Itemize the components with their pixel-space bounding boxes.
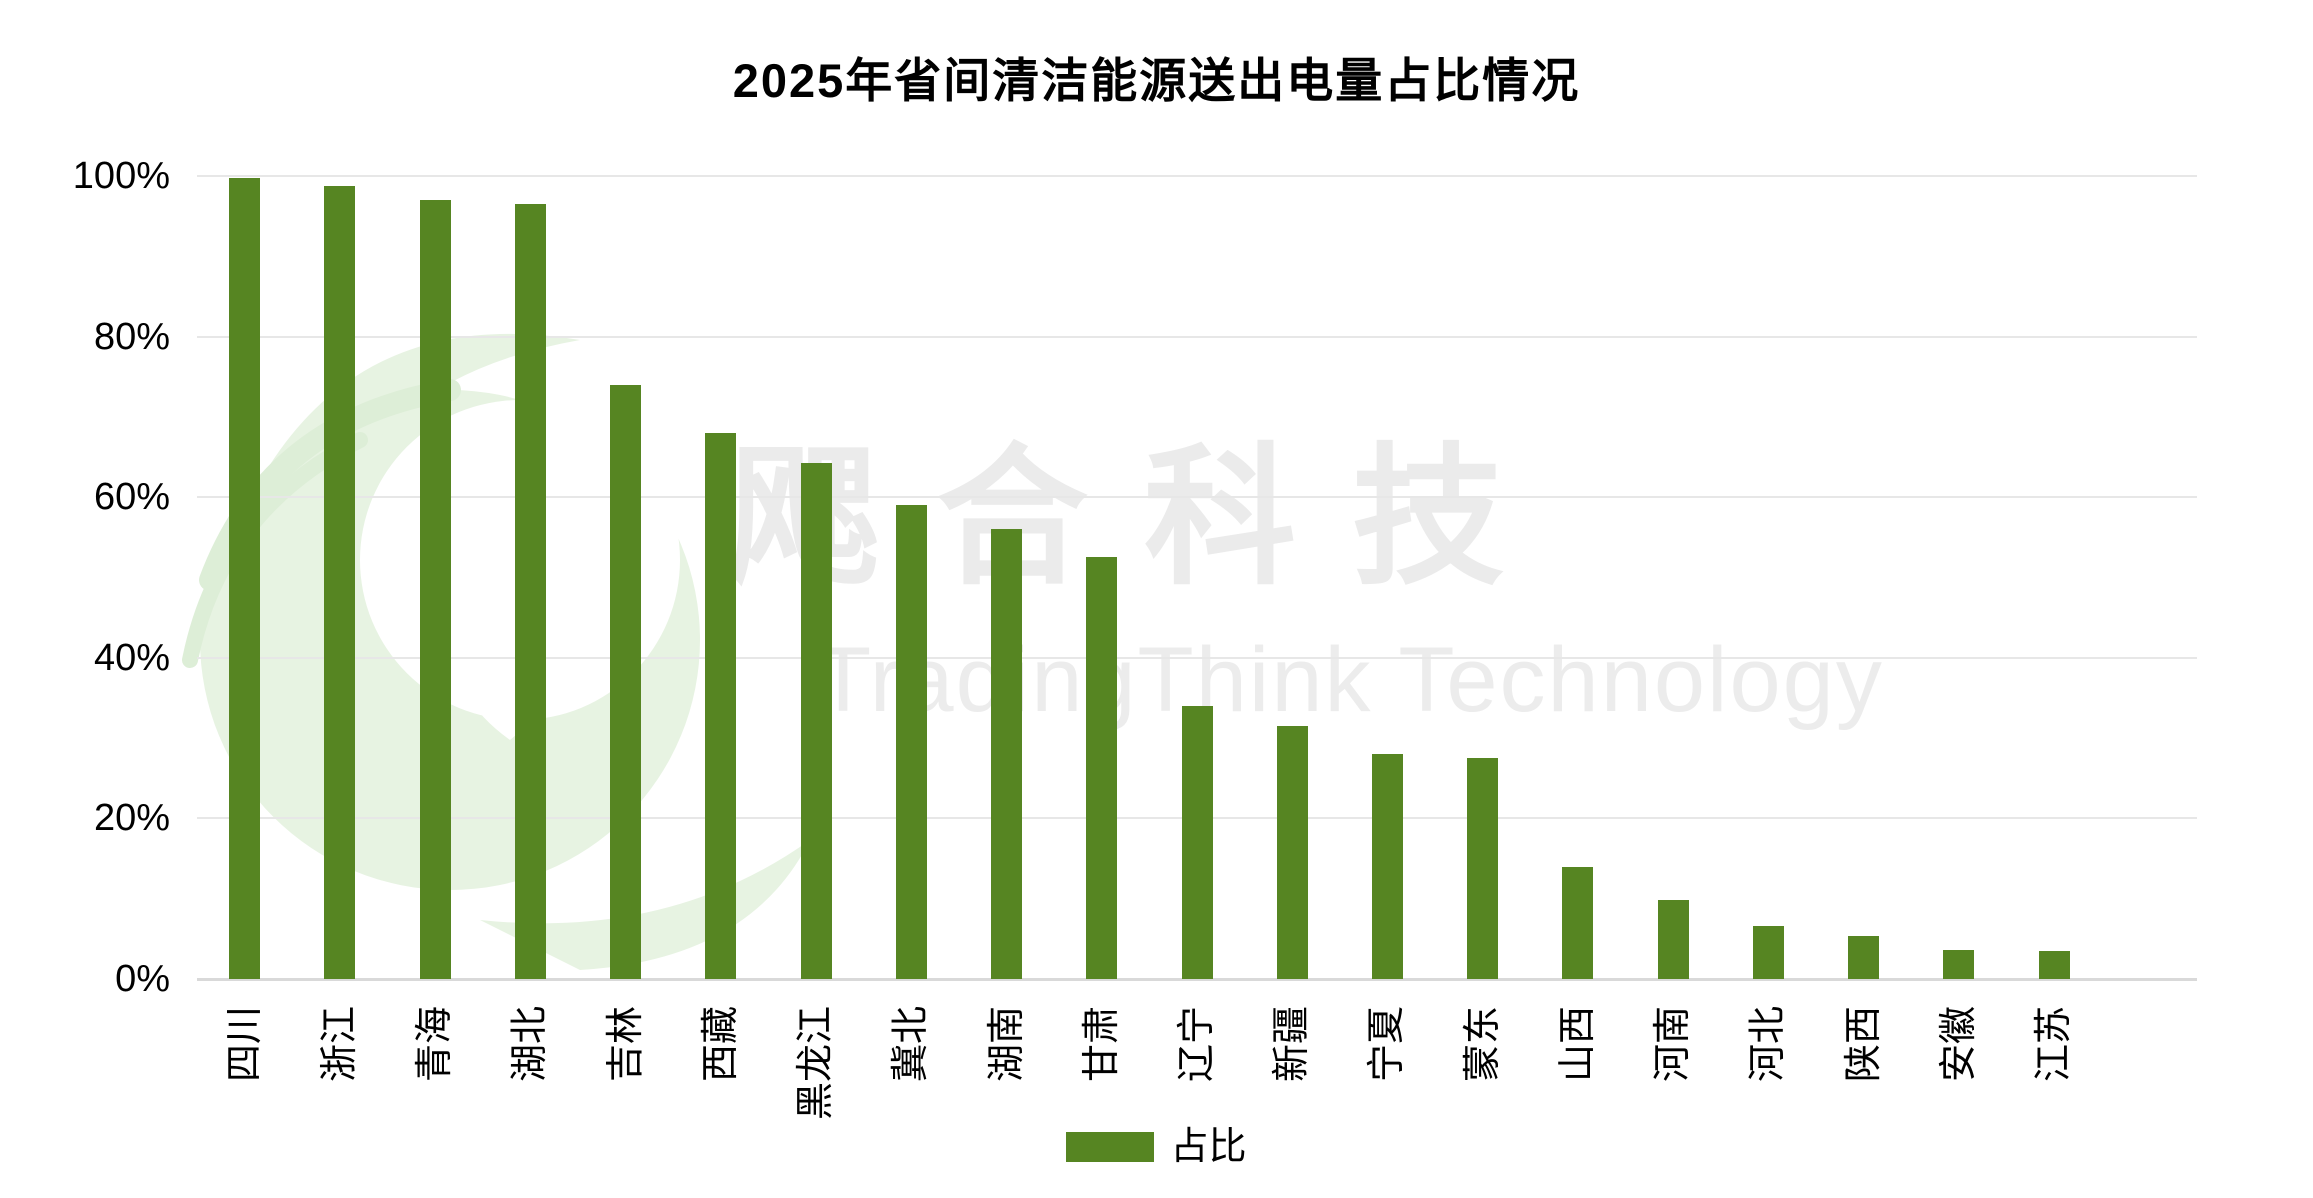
x-tick-label-江苏: 江苏	[2033, 1006, 2076, 1083]
bar-新疆	[1276, 726, 1308, 979]
x-tick-label-湖南: 湖南	[985, 1006, 1028, 1083]
plot-area	[197, 175, 2197, 981]
x-tick-label-新疆: 新疆	[1271, 1006, 1314, 1083]
x-tick-label-山西: 山西	[1556, 1006, 1599, 1083]
bar-宁夏	[1371, 754, 1403, 979]
bar-江苏	[2038, 950, 2070, 979]
y-tick-label-100: 100%	[72, 155, 170, 197]
bar-冀北	[895, 505, 927, 979]
bar-湖北	[514, 204, 546, 979]
bar-吉林	[610, 384, 642, 979]
gridline-80	[197, 335, 2197, 338]
x-tick-label-安徽: 安徽	[1937, 1006, 1980, 1083]
x-tick-label-冀北: 冀北	[890, 1006, 933, 1083]
bar-青海	[419, 200, 451, 979]
x-tick-label-河南: 河南	[1652, 1006, 1695, 1083]
bar-陕西	[1848, 935, 1880, 979]
bar-山西	[1562, 866, 1594, 979]
legend-label: 占比	[1170, 1126, 1247, 1168]
y-tick-label-60: 60%	[93, 476, 170, 519]
x-tick-label-甘肃: 甘肃	[1080, 1006, 1123, 1083]
x-tick-label-青海: 青海	[414, 1006, 457, 1083]
gridline-60	[197, 496, 2197, 499]
bar-安徽	[1943, 950, 1975, 979]
x-tick-label-四川: 四川	[223, 1006, 266, 1083]
gridline-40	[197, 656, 2197, 659]
bar-浙江	[324, 185, 356, 979]
y-tick-label-20: 20%	[93, 797, 170, 840]
x-tick-label-宁夏: 宁夏	[1366, 1006, 1409, 1083]
legend-swatch	[1066, 1132, 1155, 1162]
bar-甘肃	[1086, 557, 1118, 979]
x-tick-label-蒙东: 蒙东	[1461, 1006, 1504, 1083]
x-tick-label-吉林: 吉林	[604, 1006, 647, 1083]
bar-黑龙江	[800, 462, 832, 979]
chart-title: 2025年省间清洁能源送出电量占比情况	[732, 54, 1581, 107]
y-tick-label-40: 40%	[93, 636, 170, 679]
x-tick-label-陕西: 陕西	[1842, 1006, 1885, 1083]
gridline-100	[197, 175, 2197, 177]
x-tick-label-河北: 河北	[1747, 1006, 1790, 1083]
x-tick-label-浙江: 浙江	[318, 1006, 361, 1083]
x-tick-label-辽宁: 辽宁	[1176, 1006, 1218, 1083]
x-tick-label-黑龙江: 黑龙江	[795, 1006, 838, 1121]
bar-河南	[1657, 900, 1689, 979]
bar-湖南	[991, 529, 1023, 979]
bar-四川	[229, 177, 261, 979]
x-axis-baseline	[197, 978, 2197, 981]
y-axis-tick-labels: 100% 80% 60% 40% 20% 0%	[0, 0, 170, 1198]
bar-西藏	[705, 432, 737, 979]
bar-辽宁	[1181, 705, 1213, 979]
y-tick-label-80: 80%	[93, 315, 170, 358]
y-tick-label-0: 0%	[115, 958, 170, 1000]
x-tick-label-湖北: 湖北	[509, 1006, 552, 1083]
bar-蒙东	[1467, 758, 1499, 979]
x-tick-label-西藏: 西藏	[699, 1006, 742, 1083]
bar-河北	[1752, 926, 1784, 979]
legend: 占比	[0, 1128, 2313, 1166]
